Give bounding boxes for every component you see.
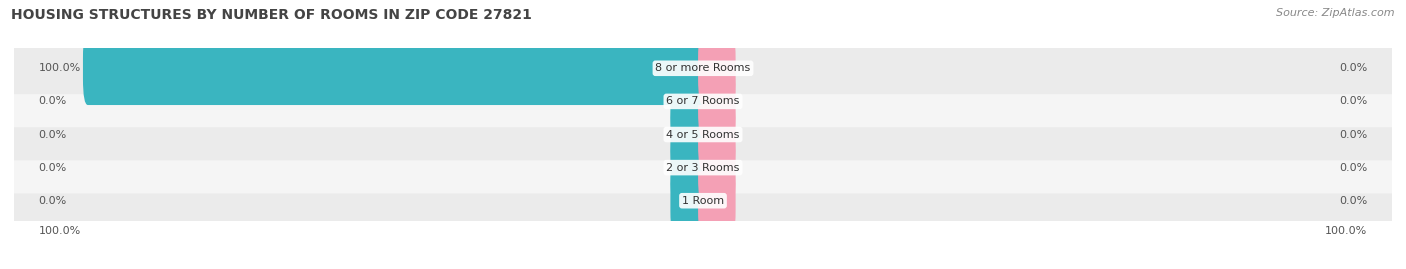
Text: 8 or more Rooms: 8 or more Rooms bbox=[655, 63, 751, 73]
Text: 0.0%: 0.0% bbox=[38, 129, 67, 140]
FancyBboxPatch shape bbox=[13, 175, 1393, 226]
Text: 4 or 5 Rooms: 4 or 5 Rooms bbox=[666, 129, 740, 140]
FancyBboxPatch shape bbox=[697, 164, 735, 238]
Text: 0.0%: 0.0% bbox=[38, 96, 67, 107]
FancyBboxPatch shape bbox=[671, 65, 709, 138]
FancyBboxPatch shape bbox=[13, 142, 1393, 193]
Text: 0.0%: 0.0% bbox=[38, 162, 67, 173]
Text: 2 or 3 Rooms: 2 or 3 Rooms bbox=[666, 162, 740, 173]
FancyBboxPatch shape bbox=[697, 65, 735, 138]
Text: 0.0%: 0.0% bbox=[1339, 63, 1367, 73]
FancyBboxPatch shape bbox=[13, 76, 1393, 127]
Text: 6 or 7 Rooms: 6 or 7 Rooms bbox=[666, 96, 740, 107]
Text: 100.0%: 100.0% bbox=[38, 63, 82, 73]
Text: 100.0%: 100.0% bbox=[1324, 225, 1367, 236]
FancyBboxPatch shape bbox=[671, 131, 709, 204]
Text: 0.0%: 0.0% bbox=[1339, 96, 1367, 107]
Text: Source: ZipAtlas.com: Source: ZipAtlas.com bbox=[1277, 8, 1395, 18]
Text: 0.0%: 0.0% bbox=[1339, 129, 1367, 140]
FancyBboxPatch shape bbox=[697, 131, 735, 204]
Text: HOUSING STRUCTURES BY NUMBER OF ROOMS IN ZIP CODE 27821: HOUSING STRUCTURES BY NUMBER OF ROOMS IN… bbox=[11, 8, 531, 22]
Text: 100.0%: 100.0% bbox=[38, 225, 82, 236]
FancyBboxPatch shape bbox=[83, 31, 707, 105]
FancyBboxPatch shape bbox=[671, 98, 709, 171]
FancyBboxPatch shape bbox=[697, 31, 735, 105]
FancyBboxPatch shape bbox=[697, 98, 735, 171]
FancyBboxPatch shape bbox=[13, 109, 1393, 160]
Text: 0.0%: 0.0% bbox=[1339, 196, 1367, 206]
Text: 0.0%: 0.0% bbox=[1339, 162, 1367, 173]
Text: 0.0%: 0.0% bbox=[38, 196, 67, 206]
Text: 1 Room: 1 Room bbox=[682, 196, 724, 206]
FancyBboxPatch shape bbox=[671, 164, 709, 238]
FancyBboxPatch shape bbox=[13, 43, 1393, 94]
